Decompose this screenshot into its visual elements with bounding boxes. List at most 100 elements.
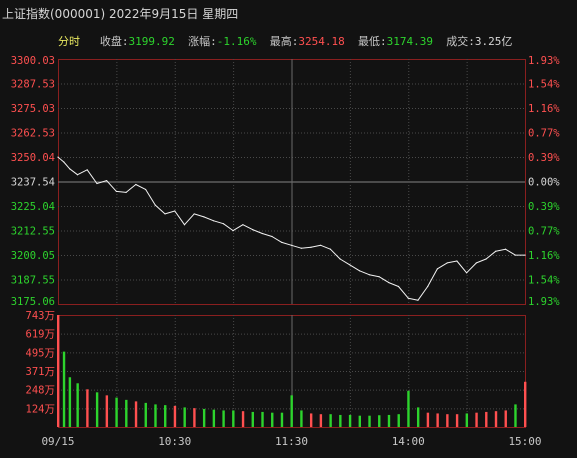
- volume-bar: [232, 410, 235, 427]
- volume-bar: [86, 389, 89, 427]
- volume-value: 3.25亿: [474, 35, 513, 48]
- volume-bar: [378, 415, 381, 427]
- volume-bar: [76, 383, 79, 427]
- volume-bar: [387, 414, 391, 427]
- pct-tick-label: 1.54%: [528, 79, 560, 91]
- volume-bar: [241, 411, 245, 427]
- volume-bar: [164, 405, 167, 427]
- price-point: [115, 190, 117, 192]
- price-point: [349, 264, 351, 266]
- price-point: [183, 224, 186, 226]
- price-point: [144, 188, 147, 191]
- price-point: [135, 183, 137, 186]
- price-point: [213, 220, 215, 222]
- price-point: [57, 156, 59, 158]
- volume-bar: [57, 315, 60, 427]
- volume-bar: [436, 413, 439, 427]
- price-tick-label: 3212.55: [11, 226, 55, 238]
- volume-tick-label: 248万: [26, 385, 55, 397]
- volume-bar: [183, 407, 186, 427]
- volume-bar: [95, 392, 99, 427]
- volume-bar: [173, 405, 177, 427]
- volume-bar: [62, 351, 66, 427]
- volume-bar: [68, 377, 72, 427]
- price-point: [524, 254, 526, 256]
- volume-bar: [144, 402, 147, 427]
- volume-bar: [222, 410, 225, 427]
- price-point: [76, 174, 79, 176]
- price-point: [86, 169, 88, 171]
- price-point: [475, 262, 477, 264]
- price-point: [106, 180, 108, 182]
- volume-bar: [212, 409, 216, 427]
- volume-bar: [465, 413, 469, 427]
- volume-bar: [504, 410, 507, 427]
- price-point: [251, 229, 254, 231]
- price-point: [320, 244, 322, 246]
- x-tick-label: 11:30: [275, 435, 308, 448]
- price-point: [242, 224, 244, 226]
- volume-bar: [348, 414, 352, 427]
- pct-tick-label: 0.77%: [528, 128, 560, 140]
- low-label: 最低:: [357, 35, 387, 48]
- volume-bar: [416, 407, 420, 427]
- volume-bar: [271, 412, 274, 427]
- volume-bar: [397, 414, 400, 427]
- price-point: [504, 248, 507, 250]
- pct-tick-label: 1.16%: [528, 103, 560, 115]
- price-tick-label: 3237.54: [11, 177, 55, 189]
- change-value: -1.16%: [216, 35, 257, 48]
- price-point: [446, 262, 448, 264]
- volume-bar: [154, 404, 157, 427]
- volume-bar: [475, 412, 478, 427]
- price-tick-label: 3200.05: [11, 250, 55, 262]
- volume-bar: [125, 399, 128, 427]
- volume-bar: [202, 408, 206, 427]
- low-value: 3174.39: [386, 35, 433, 48]
- price-point: [164, 213, 166, 215]
- volume-label: 成交:: [446, 35, 475, 48]
- price-point: [63, 161, 65, 163]
- price-point: [359, 270, 361, 272]
- volume-bar: [494, 411, 498, 427]
- price-point: [417, 299, 419, 301]
- price-point: [174, 210, 176, 212]
- x-tick-label: 14:00: [392, 435, 425, 448]
- price-tick-label: 3275.03: [11, 103, 55, 115]
- price-point: [203, 216, 205, 218]
- volume-tick-label: 619万: [26, 329, 55, 341]
- price-tick-label: 3262.53: [11, 128, 55, 140]
- volume-bar: [300, 410, 303, 427]
- price-tick-label: 3300.03: [11, 55, 55, 67]
- price-point: [261, 232, 263, 235]
- volume-tick-label: 124万: [26, 403, 55, 415]
- price-tick-label: 3287.53: [11, 79, 55, 91]
- volume-bar: [446, 414, 449, 427]
- high-label: 最高:: [269, 35, 299, 48]
- pct-tick-label: 1.54%: [528, 275, 560, 287]
- volume-bar: [309, 413, 313, 427]
- volume-bar: [193, 408, 196, 427]
- volume-bar: [358, 415, 362, 427]
- tab-intraday[interactable]: 分时: [58, 35, 80, 48]
- price-point: [290, 244, 293, 246]
- price-tick-label: 3225.04: [11, 201, 55, 213]
- volume-bar: [115, 397, 118, 427]
- price-point: [368, 274, 370, 276]
- price-point: [436, 268, 439, 270]
- pct-tick-label: 1.93%: [528, 55, 560, 67]
- price-point: [456, 260, 458, 262]
- price-point: [466, 272, 468, 274]
- close-label: 收盘:: [99, 35, 129, 48]
- close-value: 3199.92: [128, 35, 175, 48]
- pct-tick-label: 0.00%: [528, 177, 560, 189]
- price-point: [193, 213, 195, 215]
- price-point: [397, 285, 400, 288]
- price-point: [427, 285, 429, 288]
- pct-tick-label: 1.93%: [528, 296, 560, 308]
- price-point: [378, 276, 380, 278]
- price-point: [69, 168, 71, 170]
- x-tick-label: 10:30: [158, 435, 191, 448]
- price-point: [222, 223, 224, 225]
- price-point: [329, 248, 332, 250]
